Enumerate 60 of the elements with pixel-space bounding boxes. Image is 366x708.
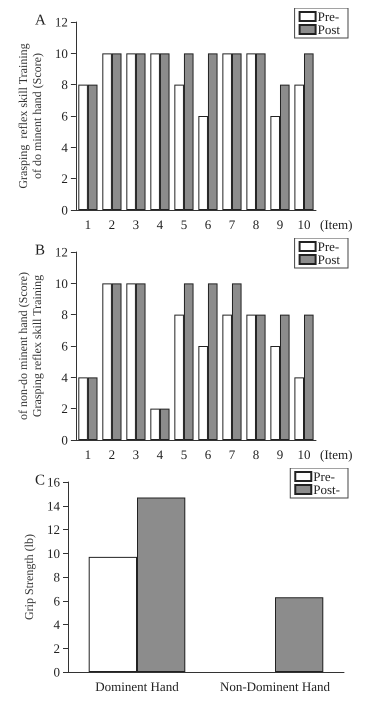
x-tick-label: 3	[132, 217, 140, 232]
y-tick-label: 0	[61, 202, 68, 218]
y-tick-label: 8	[54, 570, 60, 584]
y-tick-label: 12	[47, 522, 60, 537]
x-tick-label: 4	[156, 447, 164, 462]
y-tick-label: 6	[61, 338, 68, 354]
x-tick-label: 8	[252, 217, 260, 232]
y-axis-title: Grasping reflex skill Training of do minent hand (Score)	[16, 43, 44, 189]
x-tick-label: 10	[297, 217, 310, 232]
y-tick-label: 4	[54, 617, 60, 632]
y-axis-title: of non-do minent hand (Score) Grasping reflex skill Training	[16, 272, 44, 420]
y-tick-label: 0	[54, 664, 60, 680]
x-tick-label: 9	[276, 447, 284, 462]
y-tick-label: 6	[61, 108, 68, 124]
x-tick-label: 3	[132, 447, 140, 462]
y-tick-label: 10	[54, 276, 68, 291]
x-tick-label: 5	[180, 217, 188, 232]
x-tick-label: 8	[252, 447, 260, 462]
x-tick-label: 7	[228, 447, 236, 462]
legend-label: Pre-	[318, 239, 340, 254]
legend-label: Post	[318, 22, 340, 37]
y-tick-label: 0	[61, 432, 68, 448]
x-tick-label: 1	[84, 447, 92, 462]
y-tick-label: 4	[61, 140, 68, 155]
x-axis-title: (Item)	[320, 217, 352, 232]
x-tick-label: 6	[204, 217, 212, 232]
y-axis-title: Grip Strength (lb)	[22, 534, 36, 620]
y-tick-label: 12	[54, 244, 68, 260]
y-tick-label: 2	[61, 171, 68, 186]
x-tick-label: 10	[297, 447, 310, 462]
y-tick-label: 8	[61, 77, 68, 92]
x-tick-label: 4	[156, 217, 164, 232]
chart-title: A	[35, 12, 46, 28]
y-tick-label: 2	[61, 401, 68, 416]
y-tick-label: 12	[54, 14, 68, 30]
x-tick-label: 6	[204, 447, 212, 462]
y-tick-label: 8	[61, 307, 68, 322]
y-tick-label: 4	[61, 370, 68, 385]
x-tick-label: Dominent Hand	[95, 679, 180, 694]
y-tick-label: 10	[54, 46, 68, 61]
legend-label: Pre-	[318, 9, 340, 24]
bar	[275, 597, 324, 672]
x-tick-label: 2	[108, 447, 116, 462]
legend-label: Post	[318, 252, 340, 267]
y-tick-label: 16	[47, 474, 60, 490]
x-tick-label: 2	[108, 217, 116, 232]
chart-title: B	[35, 242, 46, 258]
y-tick-label: 10	[47, 546, 60, 561]
x-axis-title: (Item)	[320, 447, 352, 462]
x-tick-label: 5	[180, 447, 188, 462]
x-tick-label: 7	[228, 217, 236, 232]
y-tick-label: 6	[54, 593, 60, 608]
y-tick-label: 2	[54, 640, 60, 656]
legend-label: Pre-	[313, 469, 335, 484]
chart-title: C	[35, 472, 46, 488]
y-tick-label: 14	[47, 498, 60, 514]
legend-label: Post-	[313, 482, 340, 497]
x-tick-label: 9	[276, 217, 284, 232]
x-tick-label: Non-Dominent Hand	[220, 679, 331, 694]
x-tick-label: 1	[84, 217, 92, 232]
